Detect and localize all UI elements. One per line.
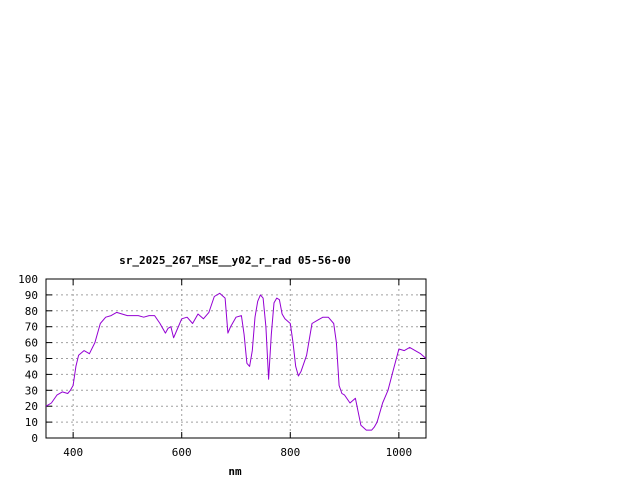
y-tick-label: 80 xyxy=(25,305,38,318)
x-tick-label: 800 xyxy=(280,446,300,459)
series-line xyxy=(45,292,427,431)
y-tick-label: 60 xyxy=(25,337,38,350)
grid-lines xyxy=(46,279,426,438)
y-tick-label: 10 xyxy=(25,416,38,429)
y-tick-label: 0 xyxy=(31,432,38,445)
axis-ticks: 0 10 20 30 40 50 60 70 80 90 100 400 600 800 1000 xyxy=(18,273,426,459)
y-tick-label: 100 xyxy=(18,273,38,286)
y-tick-label: 30 xyxy=(25,384,38,397)
x-tick-label: 1000 xyxy=(386,446,413,459)
series-group xyxy=(45,292,427,431)
x-tick-label: 400 xyxy=(63,446,83,459)
chart-title: sr_2025_267_MSE__y02_r_rad 05-56-00 xyxy=(119,254,351,267)
y-tick-label: 70 xyxy=(25,321,38,334)
y-tick-label: 90 xyxy=(25,289,38,302)
y-tick-label: 40 xyxy=(25,368,38,381)
x-tick-label: 600 xyxy=(172,446,192,459)
y-tick-label: 50 xyxy=(25,353,38,366)
x-axis-label: nm xyxy=(228,465,242,478)
y-tick-label: 20 xyxy=(25,400,38,413)
